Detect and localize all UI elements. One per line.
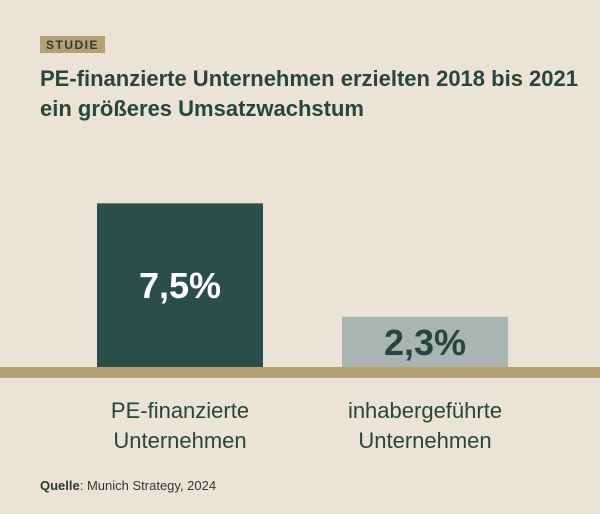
bar-2	[342, 316, 508, 367]
baseline-axis	[0, 367, 600, 378]
source-label: Quelle	[40, 478, 80, 493]
source-text: : Munich Strategy, 2024	[79, 478, 217, 493]
bar-1	[97, 203, 263, 367]
bar-value-label-2: 2,3%	[384, 322, 466, 363]
study-tag: STUDIE	[40, 36, 106, 53]
category-label-1-line-1: PE-finanzierte	[111, 398, 249, 423]
source-note: Quelle: Munich Strategy, 2024	[40, 478, 216, 493]
bar-value-label-1: 7,5%	[139, 265, 221, 306]
category-label-2-line-2: Unternehmen	[358, 428, 491, 453]
category-label-1-line-2: Unternehmen	[113, 428, 246, 453]
chart-title: PE-finanzierte Unternehmen erzielten 201…	[40, 66, 578, 121]
category-label-2-line-1: inhabergeführte	[348, 398, 502, 423]
